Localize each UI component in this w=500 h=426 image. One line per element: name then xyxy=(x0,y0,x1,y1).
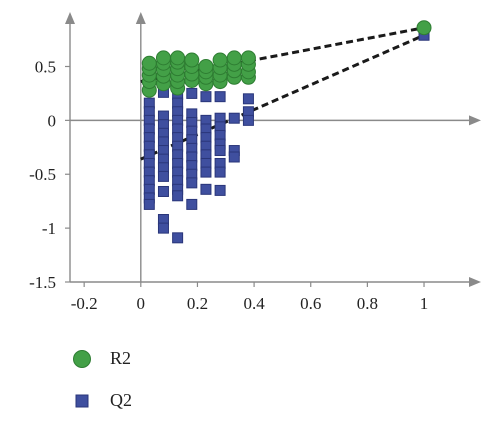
r2-point xyxy=(184,52,200,68)
y-axis-arrow-icon xyxy=(135,12,146,24)
r2-point xyxy=(155,50,171,66)
q2-point xyxy=(200,183,212,195)
left-frame-arrow-icon xyxy=(65,12,75,24)
q2-point xyxy=(214,145,226,157)
q2-point xyxy=(172,232,184,244)
q2-point xyxy=(200,166,212,178)
bottom-frame-arrow-icon xyxy=(469,277,481,287)
x-tick-label: 0.8 xyxy=(357,294,378,313)
r2-point xyxy=(226,50,242,66)
legend-label-r2: R2 xyxy=(110,348,132,368)
regression-lines xyxy=(140,26,425,161)
scatter-chart: -0.2 0 0.2 0.4 0.6 0.8 1 0.5 0 -0.5 -1 -1.5 xyxy=(29,12,481,313)
q2-point xyxy=(214,91,226,103)
x-tick-label: 0.2 xyxy=(187,294,208,313)
x-tick-label: -0.2 xyxy=(71,294,98,313)
r2-point xyxy=(416,20,432,36)
x-tick-label: 0 xyxy=(137,294,146,313)
q2-point xyxy=(143,198,155,210)
q2-point xyxy=(242,93,254,105)
r2-point xyxy=(170,50,186,66)
q2-point xyxy=(157,185,169,197)
legend-item-q2: Q2 xyxy=(72,390,132,411)
r2-point xyxy=(212,52,228,68)
y-tick-label: -1 xyxy=(42,219,56,238)
legend-label-q2: Q2 xyxy=(110,390,132,410)
axes xyxy=(65,12,481,287)
x-axis-arrow-icon xyxy=(469,115,481,126)
data-points xyxy=(141,20,432,244)
y-tick-label: -1.5 xyxy=(29,273,56,292)
q2-point xyxy=(186,177,198,189)
q2-point xyxy=(214,184,226,196)
y-tick-label: 0.5 xyxy=(35,57,56,76)
y-tick-label: -0.5 xyxy=(29,165,56,184)
q2-point xyxy=(200,91,212,103)
r2-point xyxy=(240,50,256,66)
tick-labels: -0.2 0 0.2 0.4 0.6 0.8 1 0.5 0 -0.5 -1 -1.5 xyxy=(29,57,428,313)
regression-line-q2 xyxy=(140,33,425,161)
x-tick-label: 0.4 xyxy=(243,294,265,313)
r2-point xyxy=(141,55,157,71)
q2-point xyxy=(214,166,226,178)
q2-point xyxy=(242,114,254,126)
q2-point xyxy=(186,198,198,210)
legend-circle-icon xyxy=(72,349,92,369)
q2-point xyxy=(186,87,198,99)
q2-point xyxy=(228,151,240,163)
y-tick-label: 0 xyxy=(48,111,57,130)
q2-point xyxy=(157,170,169,182)
legend-item-r2: R2 xyxy=(72,348,131,369)
legend-square-icon xyxy=(72,391,92,411)
x-tick-label: 0.6 xyxy=(300,294,321,313)
x-tick-label: 1 xyxy=(420,294,429,313)
q2-point xyxy=(157,222,169,234)
r2-point xyxy=(198,58,214,74)
q2-point xyxy=(172,190,184,202)
q2-point xyxy=(228,112,240,124)
